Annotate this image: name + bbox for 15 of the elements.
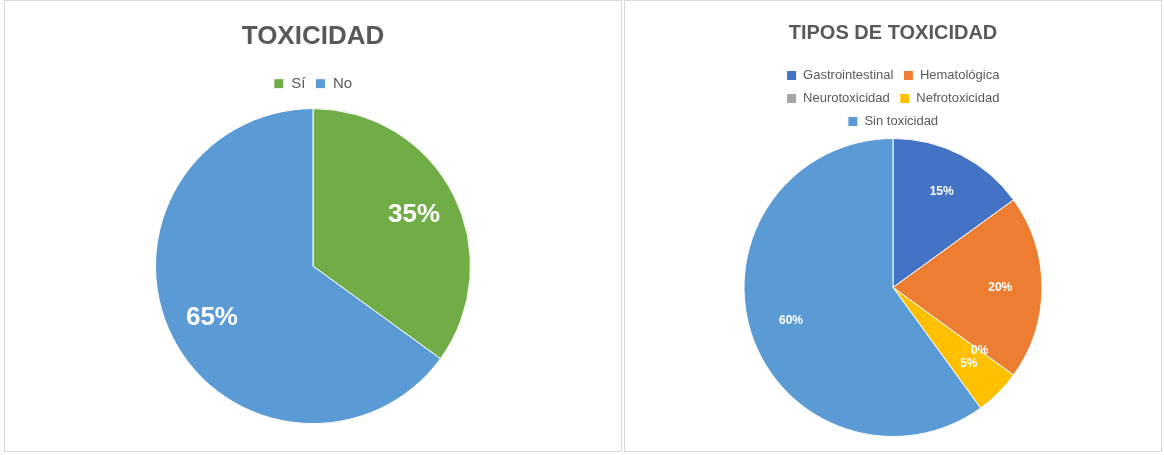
legend-label: Neurotoxicidad (803, 90, 890, 106)
data-label: 65% (185, 300, 238, 331)
legend-label: Nefrotoxicidad (916, 90, 1000, 106)
legend-label: Sí (291, 73, 307, 91)
data-label: 20% (988, 279, 1013, 294)
legend-label: No (333, 73, 353, 91)
data-label: 5% (960, 355, 978, 370)
data-label: 60% (778, 312, 804, 327)
data-label: 35% (388, 197, 441, 228)
legend-label: Sin toxicidad (864, 113, 939, 129)
chart-title: TOXICIDAD (241, 19, 385, 50)
chart-title: TIPOS DE TOXICIDAD (788, 20, 998, 43)
legend-label: Hematológica (919, 67, 1001, 83)
legend-label: Gastrointestinal (803, 67, 894, 83)
data-label: 15% (929, 184, 955, 199)
